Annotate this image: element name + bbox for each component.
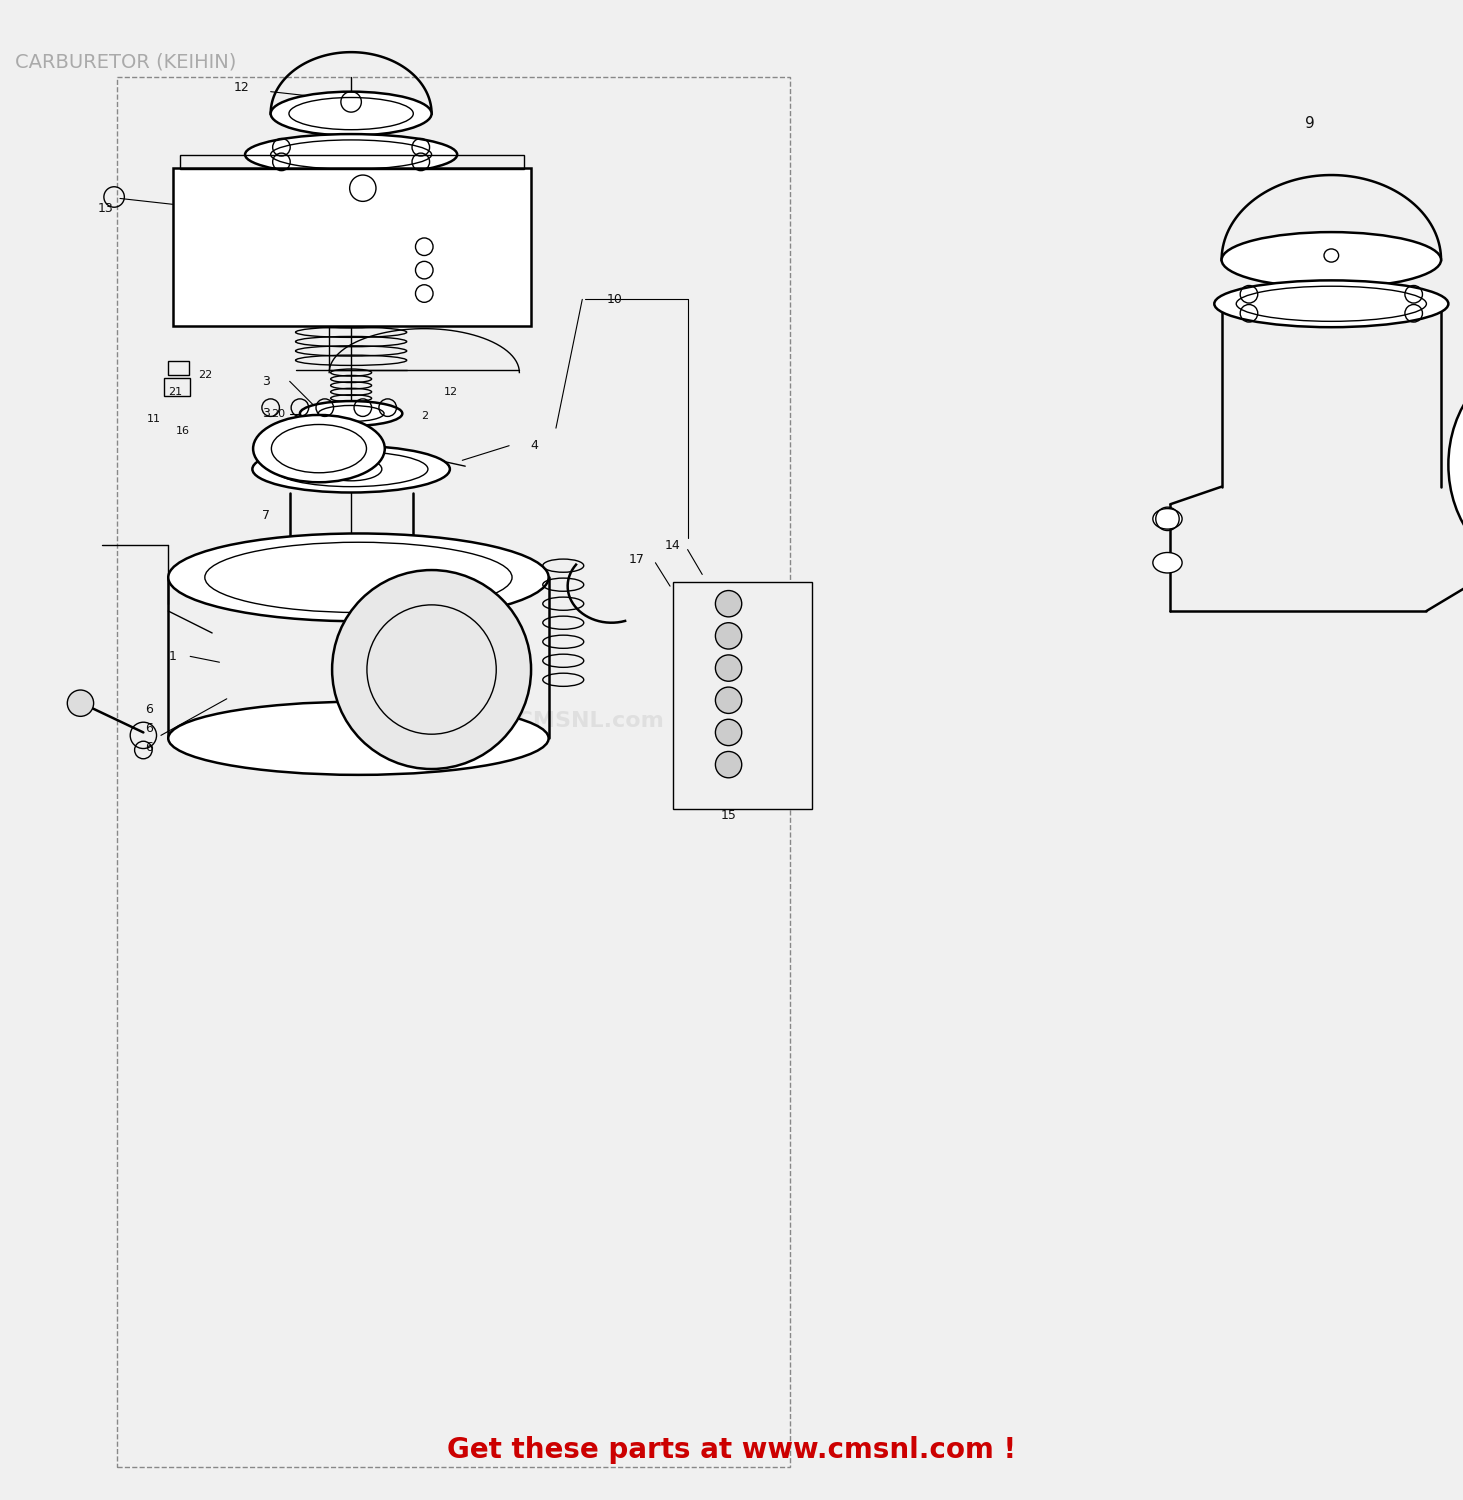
Text: 1: 1 [461,234,470,248]
Text: 6: 6 [145,722,154,735]
Text: 8: 8 [786,714,794,728]
Ellipse shape [168,534,549,621]
Text: 3: 3 [322,408,328,419]
Text: 3: 3 [310,600,319,613]
Circle shape [715,656,742,681]
Text: 8: 8 [786,758,794,771]
Circle shape [715,687,742,714]
Ellipse shape [252,446,451,492]
Circle shape [715,622,742,650]
Text: 13: 13 [98,202,113,214]
Ellipse shape [300,400,402,426]
Bar [117,76,790,1467]
Text: 6: 6 [145,741,154,753]
Text: 11: 11 [146,414,161,424]
Text: 21: 21 [168,387,183,396]
Ellipse shape [1214,280,1448,327]
Ellipse shape [1448,358,1463,572]
Bar [180,154,524,170]
Ellipse shape [1153,509,1182,530]
Text: 17: 17 [629,554,644,567]
Text: 8: 8 [786,656,794,669]
Text: 20: 20 [271,408,285,419]
Text: 12: 12 [443,387,458,396]
Text: 7: 7 [262,510,271,522]
Ellipse shape [168,702,549,776]
Ellipse shape [271,92,432,135]
Ellipse shape [290,544,413,574]
Text: 18: 18 [443,200,458,213]
Circle shape [332,570,531,770]
Text: 4: 4 [530,440,538,452]
Bar [168,362,189,375]
Text: 5: 5 [442,261,451,273]
Circle shape [715,720,742,746]
Bar [173,168,531,326]
Text: 12: 12 [234,81,249,94]
Text: 6: 6 [145,702,154,715]
Text: 3: 3 [262,406,271,420]
Bar [673,582,812,808]
Ellipse shape [253,416,385,483]
Text: 19: 19 [356,170,370,183]
Circle shape [715,752,742,778]
Text: 9: 9 [1305,117,1314,132]
Text: CARBURETOR (KEIHIN): CARBURETOR (KEIHIN) [15,53,236,70]
Text: 5: 5 [442,282,451,296]
Circle shape [715,591,742,616]
Text: 16: 16 [176,426,190,436]
Text: 7: 7 [234,268,243,280]
Text: www.CMSNL.com: www.CMSNL.com [448,711,664,730]
Text: 2: 2 [421,411,427,422]
Text: 5: 5 [442,238,451,252]
Ellipse shape [1222,232,1441,288]
Text: 3: 3 [262,375,271,388]
Text: 10: 10 [607,292,622,306]
Circle shape [67,690,94,717]
Text: 22: 22 [198,370,212,381]
Text: 14: 14 [666,538,680,552]
Text: 1: 1 [345,414,351,424]
Bar [164,378,190,396]
Text: 8: 8 [786,597,794,610]
Text: 1: 1 [168,650,177,663]
Ellipse shape [1153,552,1182,573]
Ellipse shape [244,134,456,176]
Text: 15: 15 [721,810,736,822]
Text: Get these parts at www.cmsnl.com !: Get these parts at www.cmsnl.com ! [446,1436,1017,1464]
